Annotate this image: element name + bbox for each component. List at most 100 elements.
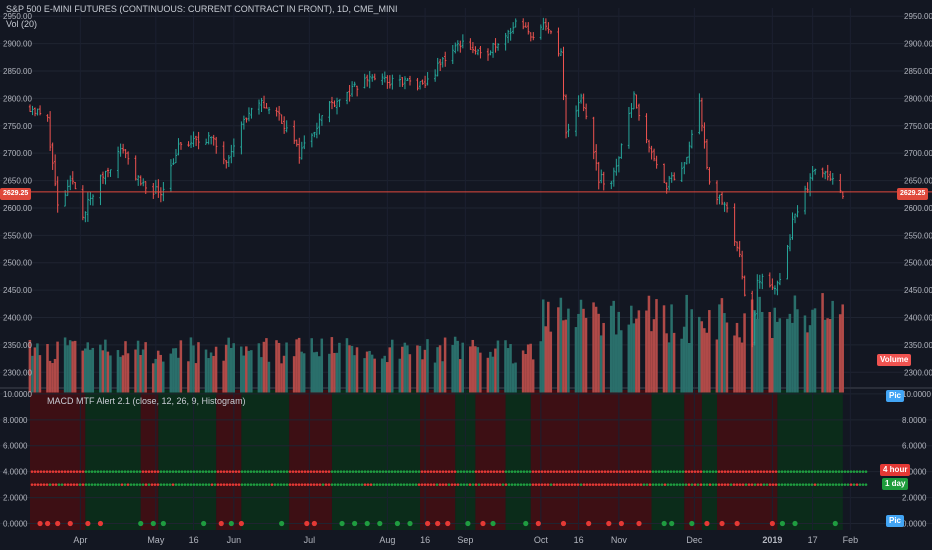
series-dot [378, 483, 382, 486]
series-dot [828, 483, 832, 486]
price-bar [602, 171, 605, 191]
price-bar [232, 138, 235, 157]
series-dot [633, 470, 637, 473]
series-dot [294, 483, 298, 486]
volume-bar [388, 347, 391, 393]
series-dot [681, 483, 685, 486]
volume-bar [310, 338, 313, 393]
series-dot [186, 483, 190, 486]
volume-bar [134, 349, 137, 393]
price-bar [826, 164, 829, 181]
series-dot [318, 483, 322, 486]
signal-dot-43 [792, 520, 798, 527]
volume-bar [68, 340, 72, 393]
series-dot [576, 483, 580, 486]
price-tick-left: 2900.00 [3, 40, 32, 49]
series-dot [150, 483, 154, 486]
volume-bar [539, 341, 542, 393]
volume-bar [582, 308, 585, 393]
price-bar [592, 116, 595, 160]
series-dot [720, 483, 724, 486]
series-dot [192, 470, 196, 473]
series-dot [540, 483, 544, 486]
price-bar [426, 72, 429, 86]
price-bar [771, 278, 774, 290]
macd-tick-left: 4.0000 [3, 468, 28, 477]
price-bar [557, 27, 560, 57]
price-bar [423, 75, 427, 89]
series-dot [207, 470, 211, 473]
price-bar [529, 32, 532, 42]
series-dot [573, 470, 577, 473]
series-dot [804, 470, 808, 473]
series-dot [279, 470, 283, 473]
series-dot [162, 483, 166, 486]
series-dot [633, 483, 637, 486]
series-dot [423, 470, 427, 473]
zone-8 [420, 390, 456, 530]
series-dot [474, 483, 478, 486]
series-dot [432, 470, 436, 473]
series-dot [57, 483, 61, 486]
price-tick-right: 2950.00 [904, 12, 932, 21]
volume-bar [723, 313, 726, 393]
series-dot [537, 483, 541, 486]
series-dot [582, 470, 586, 473]
series-dot [282, 470, 286, 473]
series-dot [435, 483, 439, 486]
series-dot [834, 470, 838, 473]
series-dot [168, 470, 172, 473]
series-dot [306, 470, 310, 473]
price-bar [116, 146, 120, 179]
series-dot [858, 483, 862, 486]
zone-1 [85, 390, 141, 530]
series-dot [429, 483, 433, 486]
series-dot [630, 470, 634, 473]
series-dot [213, 483, 217, 486]
volume-bar [791, 322, 794, 393]
series-dot [504, 483, 508, 486]
series-dot [195, 470, 199, 473]
series-dot [186, 470, 190, 473]
volume-bar [806, 332, 809, 393]
price-tick-left: 2450.00 [3, 286, 32, 295]
series-dot [405, 470, 409, 473]
volume-bar [755, 318, 759, 393]
date-tick: 16 [189, 535, 199, 545]
price-bar [829, 170, 832, 182]
volume-bar [491, 356, 495, 393]
price-bar [680, 162, 683, 183]
volume-bar [841, 304, 844, 393]
series-dot [492, 483, 496, 486]
price-bar [489, 50, 492, 56]
price-bar [298, 137, 301, 164]
volume-bar [559, 297, 563, 393]
series-dot [81, 470, 85, 473]
volume-bar [614, 334, 618, 393]
series-dot [762, 470, 766, 473]
series-dot [48, 483, 52, 486]
price-bar [403, 76, 407, 90]
price-bar [524, 22, 527, 28]
series-dot [525, 483, 529, 486]
price-bar [250, 107, 253, 119]
series-dot [627, 483, 631, 486]
volume-bar [647, 295, 651, 393]
price-bar [725, 202, 729, 213]
series-dot [573, 483, 577, 486]
axes: 2300.00 2300.00 2350.00 2350.00 2400.00 2400.… [3, 12, 932, 545]
series-dot [204, 470, 208, 473]
series-dot [666, 470, 670, 473]
series-dot [609, 483, 613, 486]
volume-bar [265, 338, 268, 393]
series-dot [351, 470, 355, 473]
series-dot [735, 483, 739, 486]
series-dot [243, 483, 247, 486]
pic-badge-bottom[interactable]: Pic [886, 515, 905, 527]
price-bar [688, 141, 691, 164]
volume-bar [174, 348, 178, 393]
pic-badge-top[interactable]: Pic [886, 390, 905, 402]
series-dot [333, 470, 337, 473]
series-dot [459, 470, 463, 473]
